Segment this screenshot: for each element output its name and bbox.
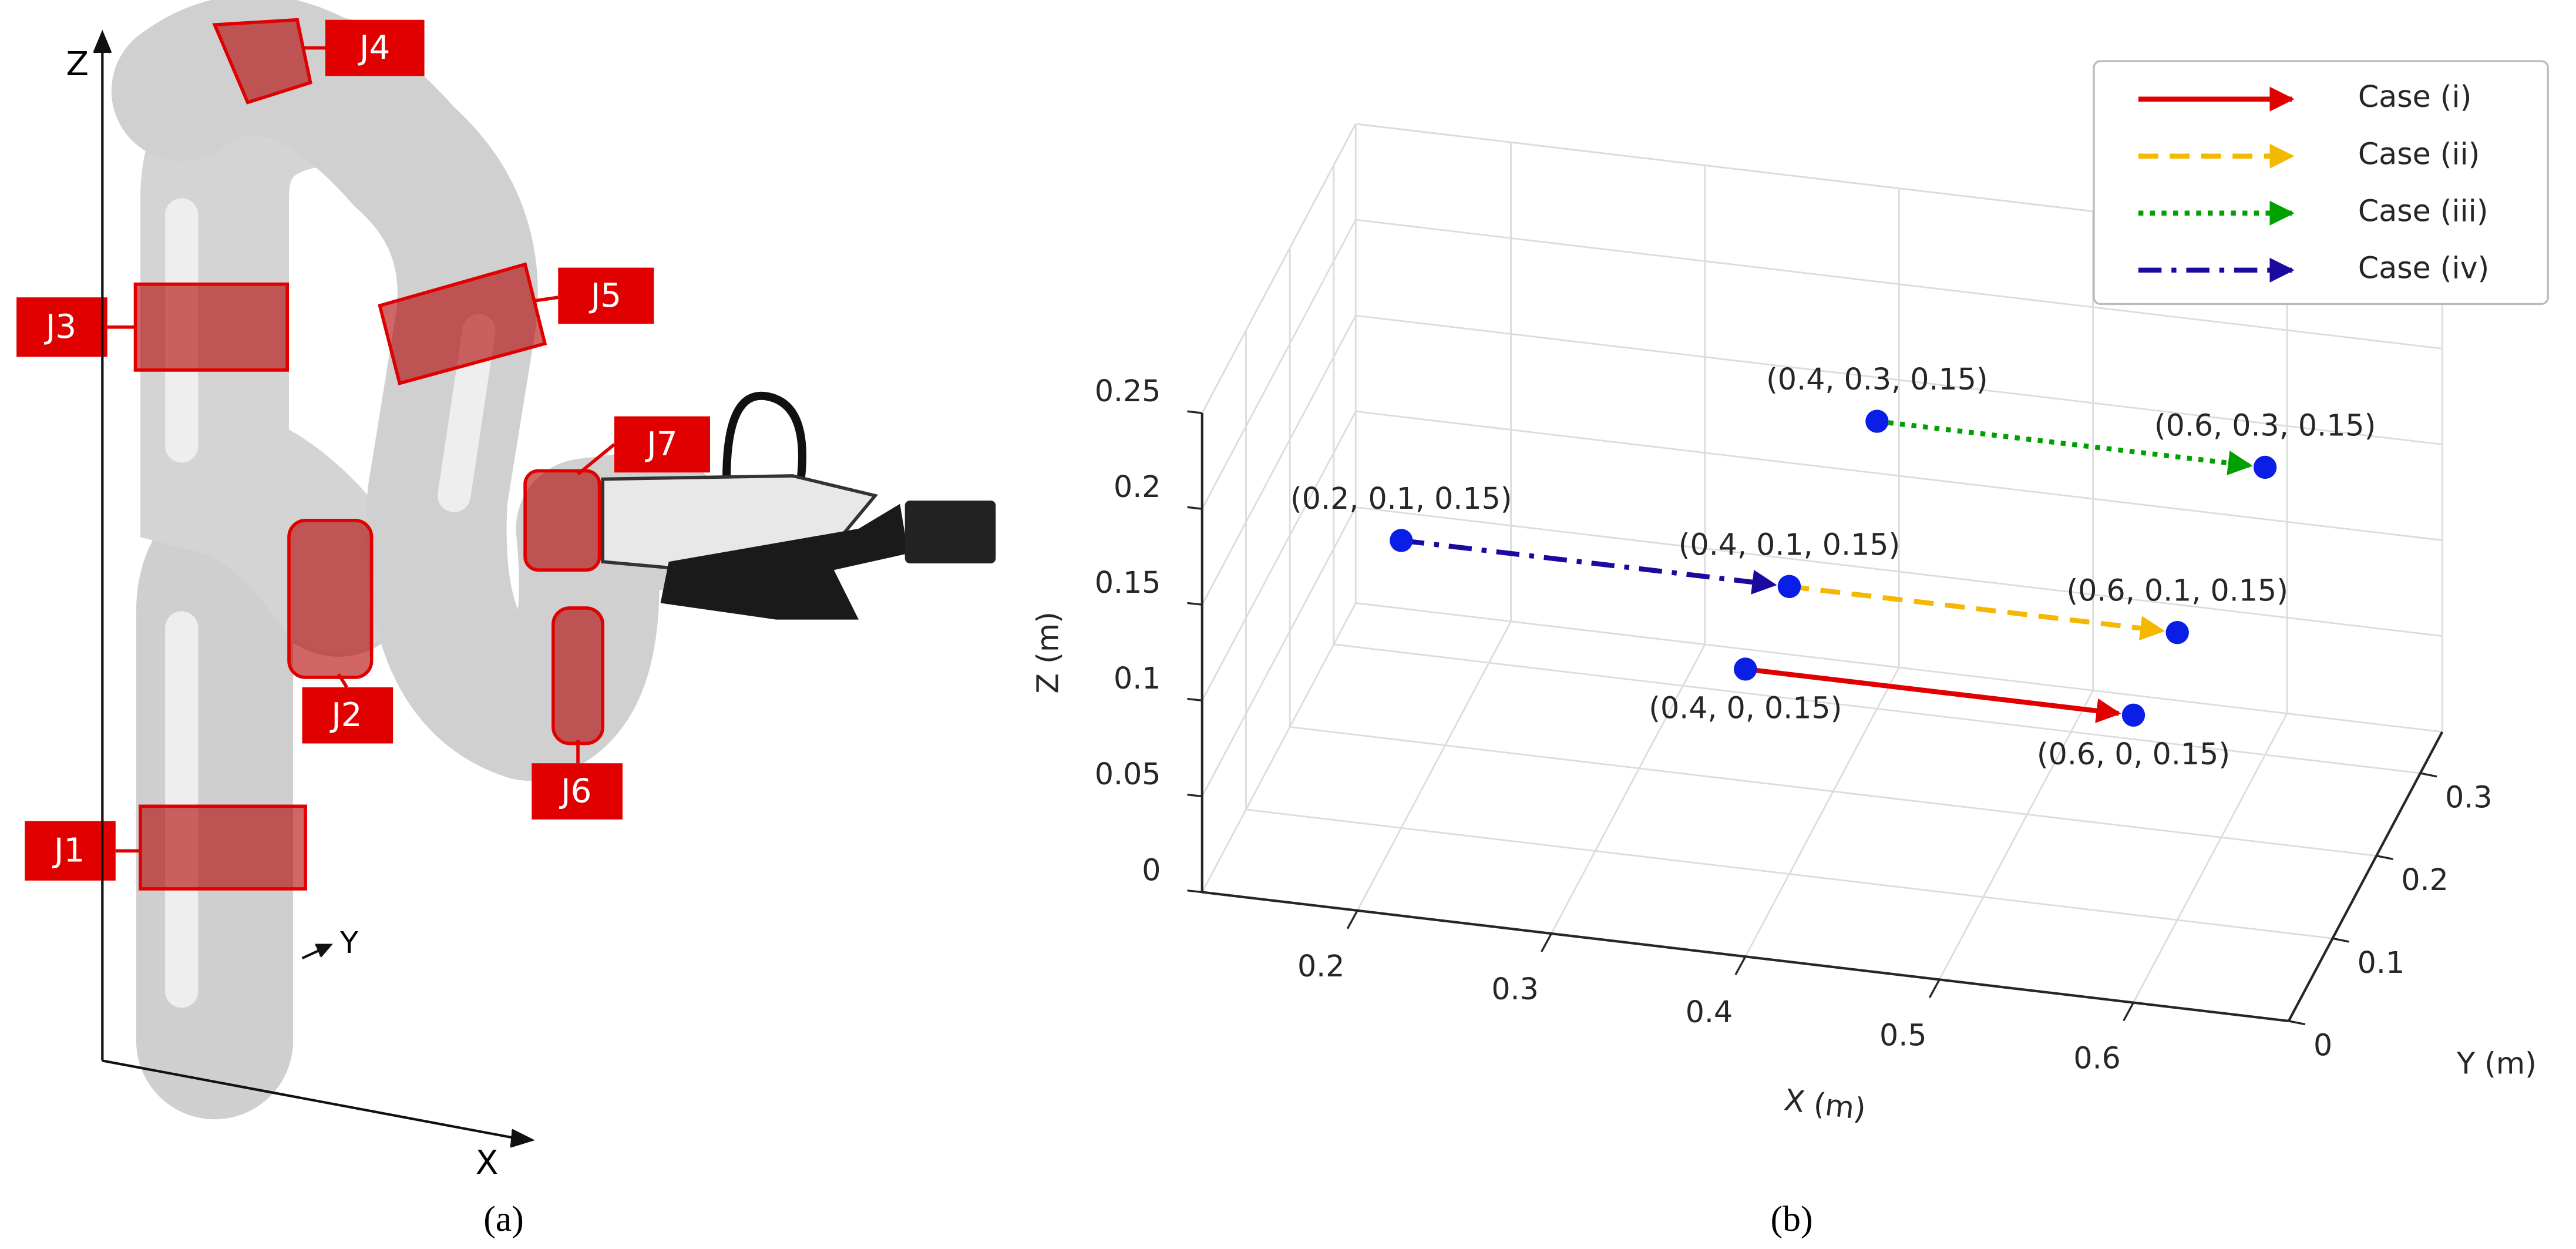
z-tick-label: 0.25	[1095, 374, 1161, 408]
z-axis-label: Z (m)	[1031, 612, 1065, 694]
grid-line	[1356, 219, 2443, 350]
y-tick	[2332, 937, 2349, 943]
joint-label: J6	[559, 772, 591, 810]
y-tick-label: 0.3	[2445, 780, 2492, 815]
point-label: (0.6, 0.3, 0.15)	[2154, 408, 2376, 442]
trajectory	[1401, 538, 1777, 595]
legend-label: Case (iv)	[2358, 250, 2489, 285]
legend	[2093, 60, 2549, 305]
grid-line	[1201, 602, 1357, 893]
point	[1865, 409, 1889, 433]
grid-line	[1356, 314, 2443, 445]
x-tick-label: 0.2	[1297, 949, 1344, 983]
y-axis	[2287, 731, 2444, 1022]
joint-label: J7	[645, 425, 677, 464]
grid-line	[2133, 713, 2288, 1003]
z-tick	[1187, 889, 1202, 894]
z-tick	[1187, 410, 1202, 414]
grid-line	[1356, 410, 2443, 541]
point	[2165, 620, 2189, 644]
point-label: (0.2, 0.1, 0.15)	[1290, 481, 1512, 516]
grid-line	[1356, 602, 2443, 733]
y-tick	[2376, 855, 2393, 860]
y-axis-label: Y (m)	[2456, 1046, 2537, 1080]
joint-label: J3	[44, 308, 76, 346]
trajectory	[1876, 418, 2253, 475]
grid-line	[1290, 726, 2377, 857]
axis-label: Z	[66, 45, 89, 83]
x-tick-label: 0.3	[1491, 972, 1538, 1006]
box-edge	[1201, 123, 1357, 414]
z-tick	[1187, 602, 1202, 606]
robot-photo: J1 J2 J3 J4 J5 J6 J7 Z Y X	[16, 0, 996, 1182]
joint-label: J4	[358, 29, 390, 67]
y-tick	[2288, 1020, 2306, 1026]
z-tick	[1187, 793, 1202, 798]
point	[1777, 575, 1801, 599]
y-tick-label: 0.2	[2401, 862, 2448, 897]
x-tick-label: 0.5	[1879, 1018, 1926, 1052]
x-tick	[1346, 910, 1358, 929]
z-tick-label: 0	[1142, 852, 1161, 887]
point-label: (0.4, 0.3, 0.15)	[1766, 362, 1988, 397]
grid-line	[1246, 808, 2333, 939]
x-tick-label: 0.6	[2073, 1041, 2120, 1076]
y-tick	[2420, 772, 2437, 778]
z-tick-label: 0.05	[1095, 757, 1161, 791]
point	[2121, 703, 2145, 727]
z-tick	[1187, 697, 1202, 702]
x-tick	[1928, 979, 1941, 999]
joint-label: J5	[589, 277, 621, 315]
caption: (b)	[1770, 1199, 1812, 1239]
grid-line	[1551, 644, 1706, 934]
caption: (a)	[483, 1199, 524, 1239]
grid-line	[1201, 411, 1357, 701]
z-tick	[1187, 506, 1202, 510]
y-tick-label: 0	[2313, 1028, 2332, 1062]
x-tick	[2123, 1002, 2134, 1022]
y-tick-label: 0.1	[2358, 945, 2405, 980]
z-tick-label: 0.15	[1095, 565, 1161, 600]
x-tick	[1541, 933, 1552, 952]
point	[1390, 529, 1413, 552]
grid-line	[1333, 643, 2421, 774]
grid-line	[1938, 690, 2094, 981]
point-label: (0.4, 0, 0.15)	[1649, 691, 1842, 726]
x-tick	[1734, 956, 1747, 975]
point	[2253, 455, 2277, 479]
axis-label: X	[476, 1144, 499, 1182]
legend-label: Case (ii)	[2358, 136, 2480, 171]
grid-line	[1201, 315, 1357, 605]
z-tick-label: 0.2	[1114, 469, 1161, 504]
point	[1734, 657, 1757, 681]
grid-line	[1201, 219, 1357, 509]
joint-label: J1	[52, 832, 85, 870]
point-label: (0.6, 0, 0.15)	[2037, 737, 2230, 771]
axis-label: Y	[339, 925, 359, 960]
grid-line	[1356, 621, 1512, 911]
plot-3d: 0.2 0.3 0.4 0.5 0.6 0 0.1 0.2 0.3 0 0.05 0.1 0.15 0.2…	[1031, 60, 2549, 1127]
grid-line	[1744, 667, 1900, 957]
point-label: (0.6, 0.1, 0.15)	[2066, 573, 2288, 608]
x-tick-label: 0.4	[1686, 995, 1733, 1029]
joint-label: J2	[329, 696, 362, 734]
legend-label: Case (i)	[2358, 79, 2471, 114]
grid-line	[1356, 506, 2443, 637]
x-axis-label: X (m)	[1782, 1082, 1868, 1127]
trajectory	[1745, 666, 2121, 723]
point-label: (0.4, 0.1, 0.15)	[1679, 527, 1900, 562]
grid-line	[1201, 506, 1357, 797]
legend-label: Case (iii)	[2358, 193, 2488, 228]
z-tick-label: 0.1	[1114, 661, 1161, 696]
